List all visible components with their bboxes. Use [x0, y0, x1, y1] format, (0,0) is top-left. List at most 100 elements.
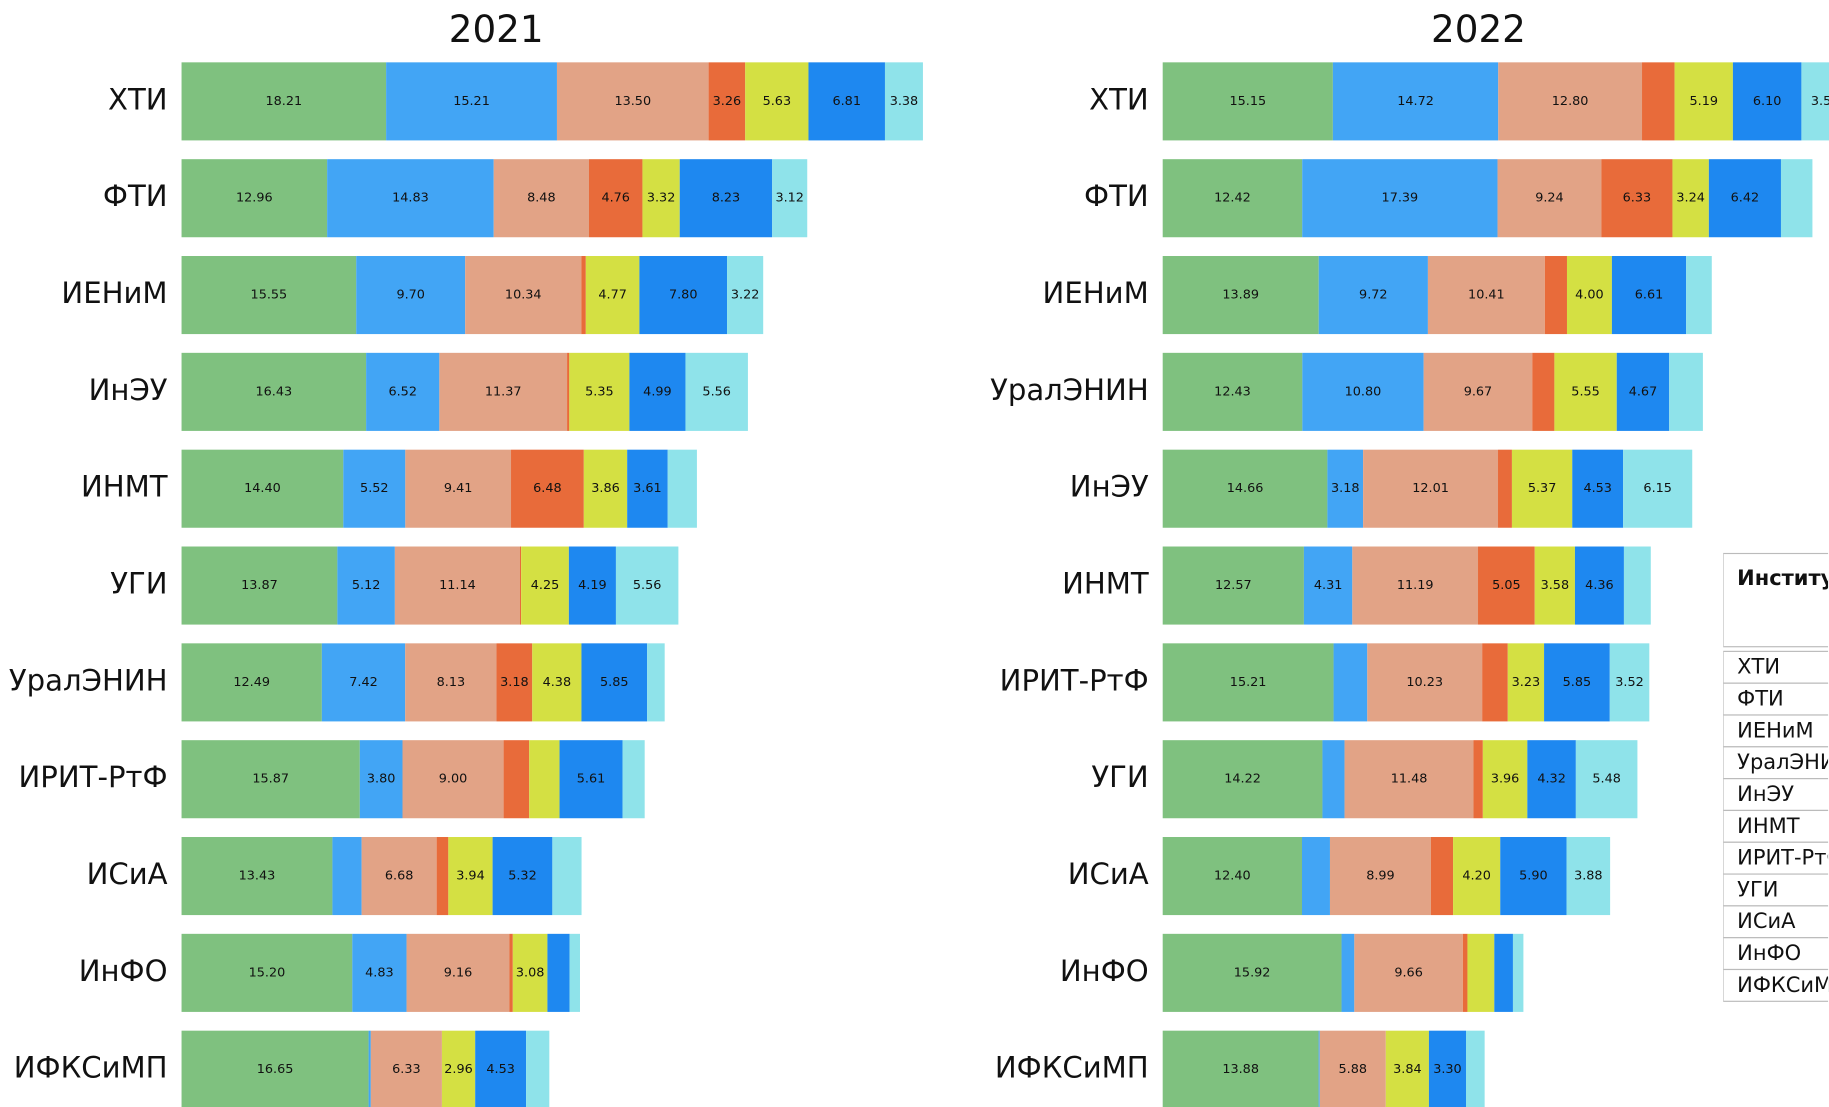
- data-label: 15.20: [249, 965, 286, 980]
- bar-segment: [1329, 837, 1431, 916]
- bar-segment: [1527, 740, 1576, 819]
- bar-segment: [359, 740, 403, 819]
- bar-segment: [1482, 643, 1508, 722]
- data-label: 6.10: [1753, 94, 1782, 109]
- bar-segment: [583, 449, 628, 528]
- bar-chart: 2022 ХТИ 15.15 14.72 12.80 5.19 6.10 3.5 ФТИ 12.4…: [990, 7, 1829, 1107]
- bar-segment: [1354, 933, 1463, 1012]
- bar-segment: [181, 449, 344, 528]
- data-label: 6.33: [1623, 191, 1652, 206]
- bar-segment: [439, 352, 568, 431]
- bar-segment: [1162, 933, 1342, 1012]
- bar-segment: [181, 546, 338, 625]
- bar-segment: [615, 546, 679, 625]
- bar-segment: [406, 933, 510, 1012]
- bar-segment: [327, 159, 494, 238]
- bar-segment: [1532, 352, 1555, 431]
- data-label: 3.84: [1393, 1062, 1422, 1077]
- data-label: 4.25: [531, 578, 560, 593]
- bar-segment: [181, 933, 353, 1012]
- data-label: 8.48: [527, 191, 556, 206]
- table-cell: УралЭНИН: [1737, 750, 1829, 774]
- data-label: 12.49: [233, 675, 270, 690]
- bar-segment: [1574, 546, 1624, 625]
- bar-segment: [1462, 933, 1468, 1012]
- data-label: 5.56: [633, 578, 662, 593]
- data-label: 3.52: [1615, 675, 1644, 690]
- category-label: УГИ: [110, 567, 167, 601]
- data-label: 4.53: [486, 1062, 515, 1077]
- bar-segment: [708, 62, 746, 141]
- table-row: [1723, 968, 1829, 1002]
- table-row: [1723, 905, 1829, 939]
- category-label: ИСиА: [87, 857, 168, 891]
- data-label: 12.42: [1214, 191, 1251, 206]
- bar-segment: [1482, 740, 1528, 819]
- bar-segment: [627, 449, 668, 528]
- data-label: 5.19: [1689, 94, 1718, 109]
- bar-segment: [181, 62, 387, 141]
- bar-segment: [1566, 256, 1612, 335]
- data-label: 12.43: [1214, 384, 1251, 399]
- data-label: 11.48: [1391, 772, 1428, 787]
- table-cell: ИНМТ: [1737, 814, 1800, 838]
- bar-segment: [1318, 1030, 1320, 1107]
- data-label: 12.40: [1214, 869, 1251, 884]
- data-label: 3.96: [1491, 772, 1520, 787]
- bar-segment: [745, 62, 809, 141]
- bar-segment: [181, 159, 328, 238]
- data-label: 3.12: [775, 191, 804, 206]
- bar-segment: [585, 256, 640, 335]
- bar-segment: [622, 740, 645, 819]
- data-label: 9.16: [444, 965, 473, 980]
- table-cell: ФТИ: [1737, 687, 1784, 711]
- data-label: 15.92: [1234, 965, 1271, 980]
- bar-segment: [581, 256, 586, 335]
- data-label: 3.30: [1433, 1062, 1462, 1077]
- data-label: 3.23: [1512, 675, 1541, 690]
- data-label: 10.34: [505, 288, 542, 303]
- bar-segment: [511, 449, 584, 528]
- data-label: 4.76: [601, 191, 630, 206]
- category-label: ИРИТ-РтФ: [19, 760, 168, 794]
- bar-segment: [366, 352, 440, 431]
- bar-segment: [1473, 740, 1483, 819]
- bar-segment: [556, 62, 709, 141]
- bar-segment: [1507, 643, 1545, 722]
- data-label: 4.20: [1462, 869, 1491, 884]
- bar-segment: [512, 933, 548, 1012]
- bar-segment: [361, 837, 437, 916]
- table-cell: ИЕНиМ: [1737, 718, 1813, 742]
- data-label: 9.00: [439, 772, 468, 787]
- data-label: 14.83: [392, 191, 429, 206]
- data-label: 11.37: [485, 384, 522, 399]
- table-cell: ХТИ: [1737, 655, 1780, 679]
- bar-segment: [1534, 546, 1575, 625]
- data-label: 6.61: [1635, 288, 1664, 303]
- bar-segment: [1430, 837, 1454, 916]
- bar-segment: [1500, 837, 1567, 916]
- bar-segment: [569, 352, 630, 431]
- data-label: 3.88: [1574, 869, 1603, 884]
- data-label: 5.63: [763, 94, 792, 109]
- data-label: 3.32: [647, 191, 676, 206]
- data-label: 3.58: [1541, 578, 1570, 593]
- data-label: 3.61: [633, 481, 662, 496]
- bar-segment: [1494, 933, 1513, 1012]
- data-label: 5.12: [352, 578, 381, 593]
- data-label: 12.01: [1412, 481, 1449, 496]
- table-row: [1723, 650, 1829, 684]
- bar-segment: [1162, 643, 1334, 722]
- data-label: 3.94: [456, 869, 485, 884]
- bar-segment: [1674, 62, 1733, 141]
- bar-segment: [1512, 933, 1524, 1012]
- bar-segment: [1319, 1030, 1386, 1107]
- data-label: 3.22: [731, 288, 760, 303]
- category-label: ИСиА: [1068, 857, 1149, 891]
- bar-segment: [679, 159, 773, 238]
- data-label: 5.85: [1563, 675, 1592, 690]
- bar-segment: [509, 933, 513, 1012]
- data-label: 17.39: [1382, 191, 1419, 206]
- bar-segment: [1385, 1030, 1429, 1107]
- data-label: 2.96: [444, 1062, 473, 1077]
